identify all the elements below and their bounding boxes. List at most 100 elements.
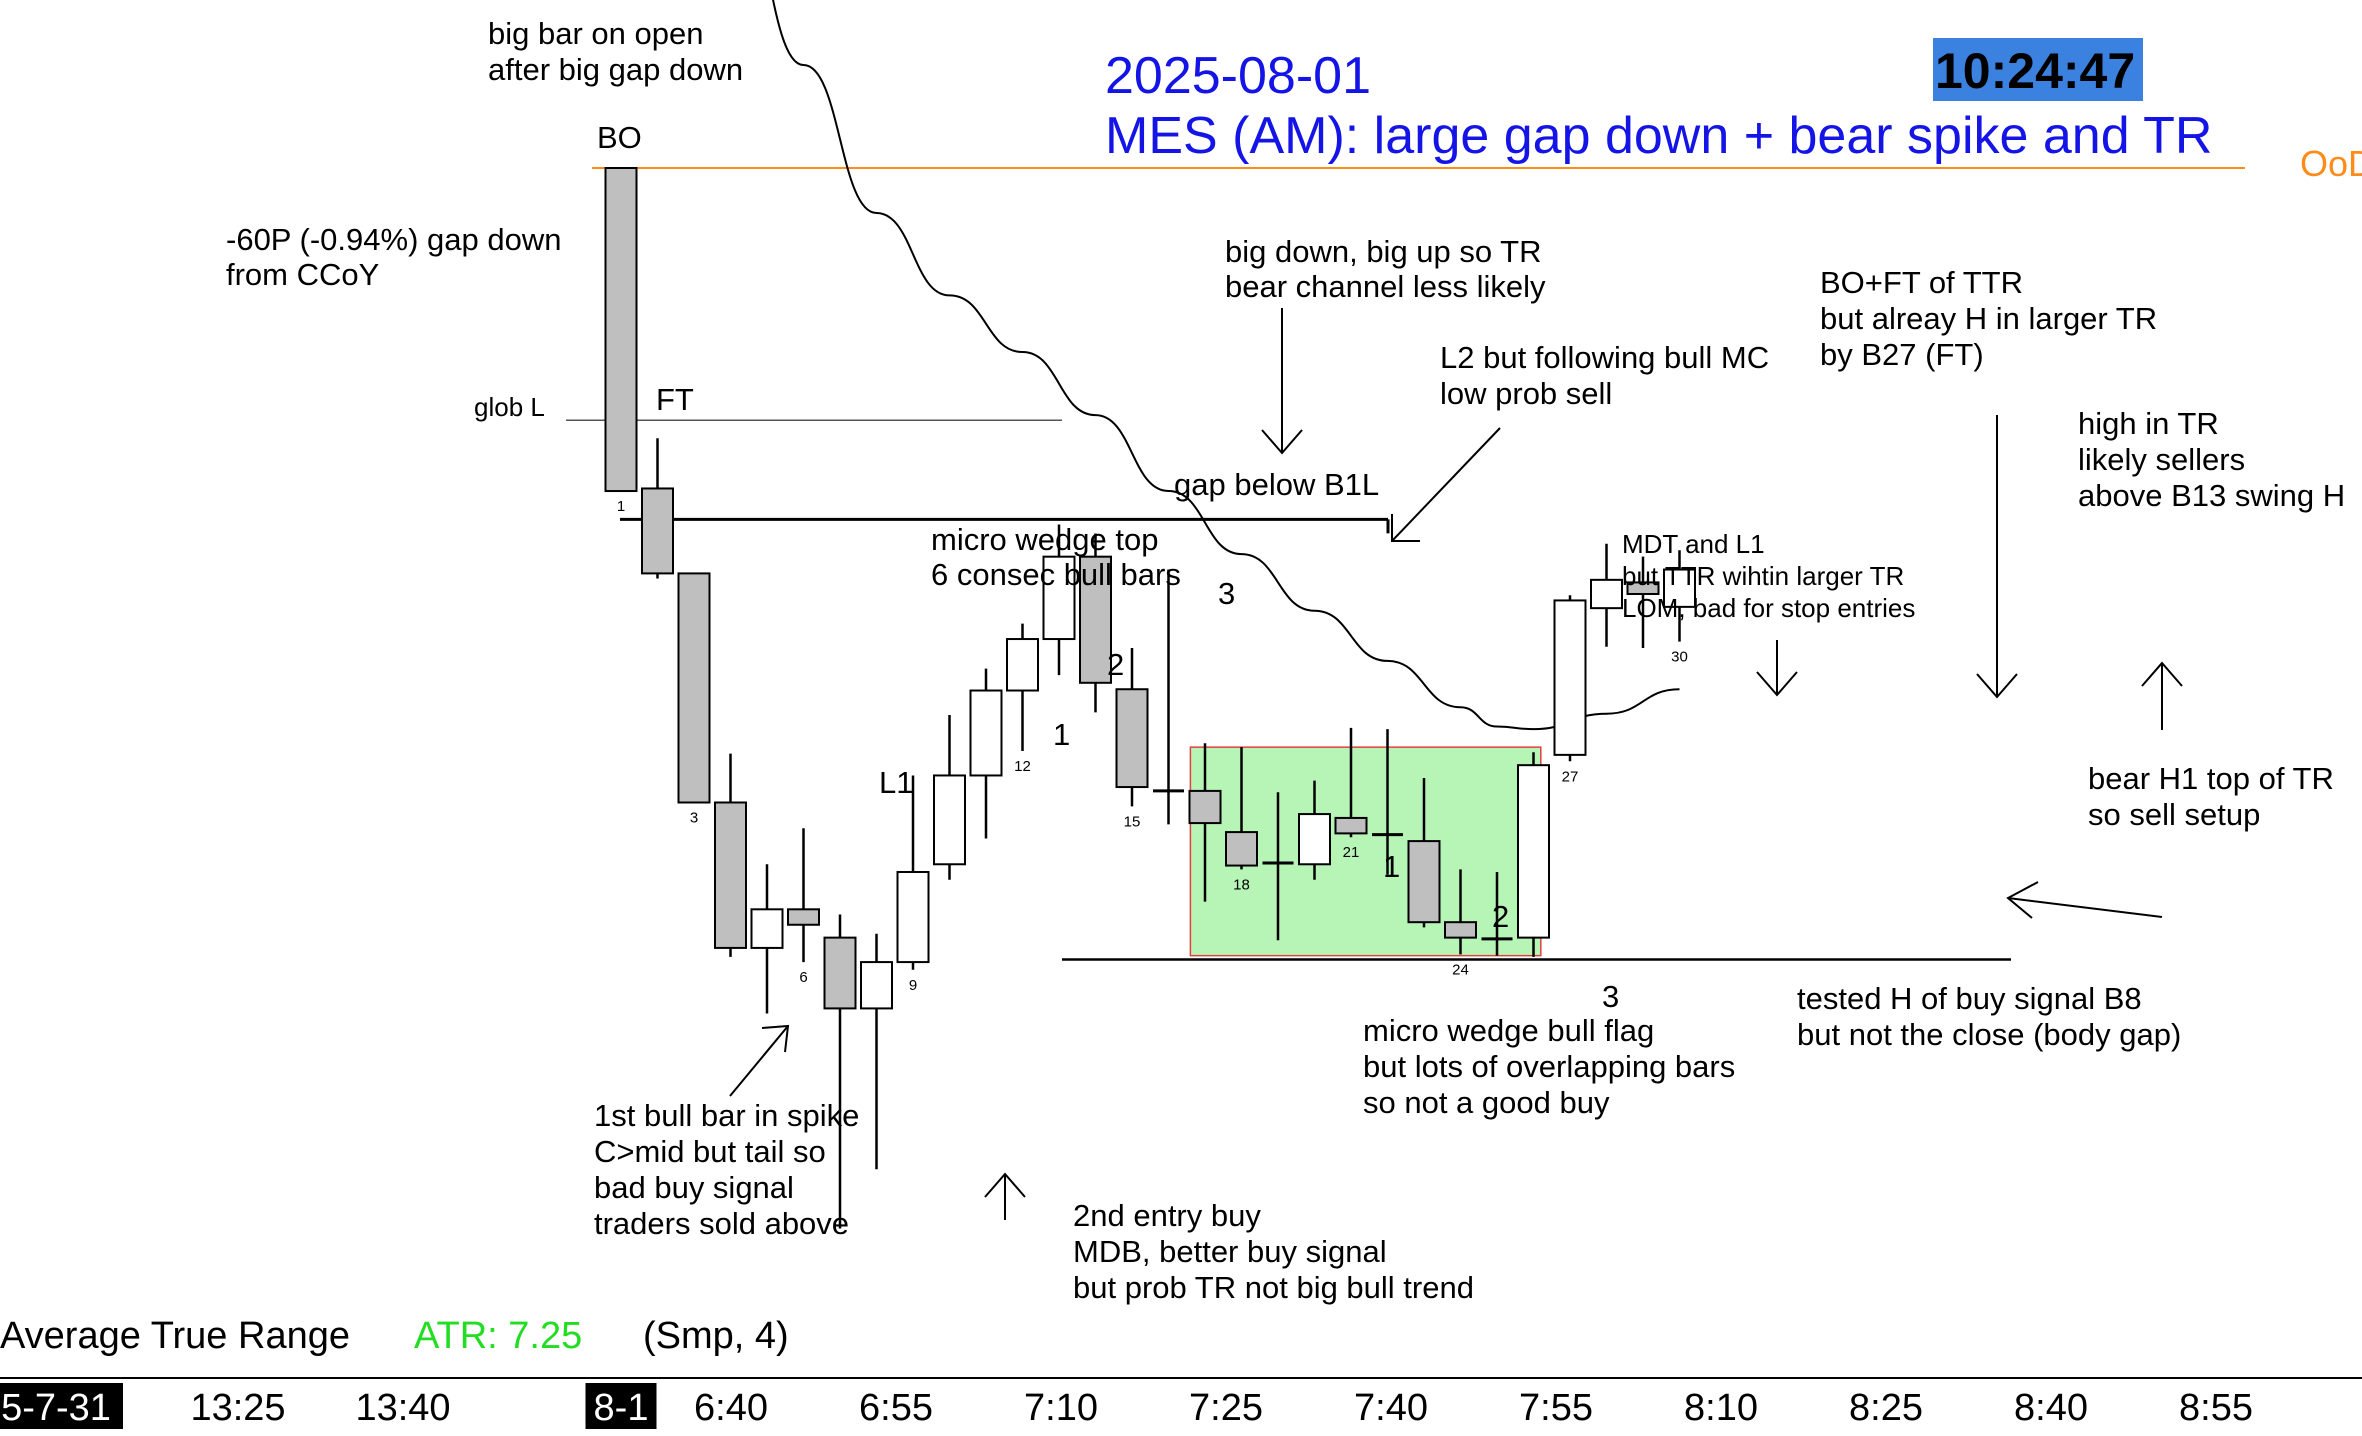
annotation-text: but TTR wihtin larger TR <box>1622 561 1904 591</box>
annotation-text: MDB, better buy signal <box>1073 1234 1387 1269</box>
candle-body <box>787 908 820 926</box>
arrow-left-icon <box>2006 881 2163 919</box>
annotation-text: micro wedge top <box>931 522 1158 557</box>
candle-body <box>1663 568 1696 608</box>
annotation-text: from CCoY <box>226 257 379 292</box>
annotation-text: after big gap down <box>488 52 743 87</box>
annotation-text: micro wedge bull flag <box>1363 1013 1654 1048</box>
chart-title: MES (AM): large gap down + bear spike an… <box>1105 107 2212 165</box>
bar-number-label: 27 <box>1562 768 1579 785</box>
annotation-text: L1 <box>879 765 913 800</box>
candle-body <box>604 167 638 493</box>
x-tick-label: 7:55 <box>1519 1387 1593 1429</box>
candle-body <box>1407 840 1441 924</box>
candle-bar-10 <box>933 714 966 880</box>
candle-body <box>1517 764 1550 939</box>
annotation-text: 1st bull bar in spike <box>594 1098 859 1133</box>
leg-count-label: 1 <box>1383 849 1400 884</box>
arrow-down-icon <box>1261 308 1303 455</box>
x-tick-label: 8:55 <box>2179 1387 2253 1429</box>
candle-bar-13 <box>1042 524 1076 676</box>
candle-bar-17 <box>1188 743 1222 902</box>
leg-count-label: 2 <box>1492 899 1509 934</box>
candle-body <box>823 936 857 1010</box>
arrow-down-icon <box>1976 415 2018 699</box>
date-marker-bg <box>0 1383 123 1429</box>
glob-l-label: glob L <box>474 392 545 422</box>
candle-bar-28 <box>1590 543 1623 647</box>
arrow-down-icon <box>1756 640 1798 697</box>
candle-body <box>1042 555 1076 641</box>
x-tick-label: 7:25 <box>1189 1387 1263 1429</box>
annotation-text: BO <box>597 120 642 155</box>
candle-bar-21: 21 <box>1334 727 1368 861</box>
candle-bar-2 <box>641 438 674 579</box>
annotation-text: C>mid but tail so <box>594 1134 826 1169</box>
annotation-text: 6 consec bull bars <box>931 557 1181 592</box>
annotation-text: tested H of buy signal B8 <box>1797 981 2142 1016</box>
atr-value: ATR: 7.25 <box>414 1315 582 1357</box>
leg-count-label: 1 <box>1053 717 1070 752</box>
candle-bar-18: 18 <box>1225 747 1258 893</box>
candle-bar-27: 27 <box>1553 595 1587 785</box>
candle-bar-9: 9 <box>896 775 930 994</box>
candle-body <box>750 908 784 949</box>
annotation-text: MDT and L1 <box>1622 529 1765 559</box>
time-badge <box>1933 38 2143 101</box>
ema-line <box>772 0 1680 731</box>
candle-bar-8 <box>860 933 893 1170</box>
annotation-text: big down, big up so TR <box>1225 234 1542 269</box>
leg-count-label: 3 <box>1602 979 1619 1014</box>
annotation-text: traders sold above <box>594 1206 849 1241</box>
candle-body <box>1590 578 1623 610</box>
annotation-text: by B27 (FT) <box>1820 337 1984 372</box>
candle-body <box>1298 813 1331 866</box>
candle-bar-12: 12 <box>1006 623 1039 775</box>
candle-bar-26 <box>1517 752 1550 957</box>
indicator-name: Average True Range <box>0 1315 350 1357</box>
x-tick-label: 8:40 <box>2014 1387 2088 1429</box>
candle-bar-30: 30 <box>1663 550 1696 666</box>
annotation-text: FT <box>656 382 694 417</box>
candle-bar-16 <box>1153 569 1184 825</box>
x-tick-label: 5-7-31 <box>1 1387 111 1429</box>
time-display: 10:24:47 <box>1935 43 2135 99</box>
candle-bar-19 <box>1262 792 1294 941</box>
x-tick-label: 8-1 <box>594 1387 649 1429</box>
candle-bar-1: 1 <box>604 167 638 515</box>
arrow-up-icon <box>2141 661 2183 730</box>
annotation-text: gap below B1L <box>1174 467 1379 502</box>
candle-bar-23 <box>1407 778 1441 928</box>
annotation-text: low prob sell <box>1440 376 1612 411</box>
annotation-text: -60P (-0.94%) gap down <box>226 222 561 257</box>
annotation-text: above B13 swing H <box>2078 478 2345 513</box>
candle-body <box>1006 638 1039 692</box>
candle-bar-14 <box>1079 533 1112 713</box>
leg-count-label: 2 <box>1107 647 1124 682</box>
x-tick-label: 7:10 <box>1024 1387 1098 1429</box>
candle-body <box>1079 555 1112 684</box>
candle-bar-11 <box>969 668 1003 839</box>
bar-number-label: 3 <box>690 809 698 826</box>
atr-params: (Smp, 4) <box>643 1315 789 1357</box>
candle-body <box>1188 789 1222 825</box>
candle-body <box>714 801 747 949</box>
x-tick-label: 8:25 <box>1849 1387 1923 1429</box>
annotation-text: bear channel less likely <box>1225 269 1546 304</box>
arrow-up-icon <box>984 1172 1026 1220</box>
candle-body <box>933 774 966 866</box>
candle-bar-15: 15 <box>1115 648 1149 830</box>
annotation-text: high in TR <box>2078 406 2219 441</box>
x-tick-label: 13:25 <box>190 1387 285 1429</box>
candle-bar-3: 3 <box>677 572 711 826</box>
candle-bar-20 <box>1298 780 1331 880</box>
annotation-text: BO+FT of TTR <box>1820 265 2023 300</box>
annotation-text: 2nd entry buy <box>1073 1198 1261 1233</box>
candle-bar-29 <box>1626 556 1660 649</box>
candle-bar-6: 6 <box>787 828 820 986</box>
candle-body <box>1626 581 1660 595</box>
bar-number-label: 15 <box>1124 813 1141 830</box>
candle-bar-24: 24 <box>1444 869 1477 978</box>
